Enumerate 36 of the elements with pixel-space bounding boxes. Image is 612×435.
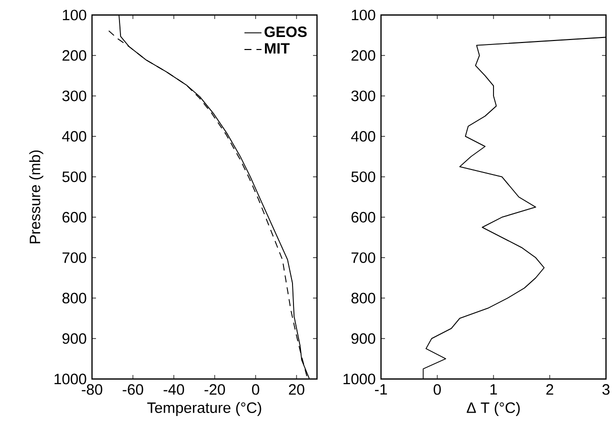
y-tick-label: 1000 [344, 374, 376, 384]
y-tick-label: 200 [62, 50, 86, 61]
y-tick-label: 500 [62, 171, 86, 182]
y-tick-label: 400 [62, 131, 86, 142]
y-tick-label: 800 [62, 292, 86, 304]
y-tick-label: 700 [352, 252, 376, 263]
y-tick-label: 600 [62, 212, 86, 223]
legend-label: MIT [264, 43, 290, 54]
x-tick-label: 2 [546, 384, 554, 395]
x-tick-label: -1 [374, 384, 387, 395]
y-tick-label: 700 [62, 252, 86, 263]
x-tick-label: 0 [252, 384, 260, 395]
y-tick-label: 1000 [54, 374, 86, 384]
y-tick-label: 900 [62, 333, 86, 344]
x-tick-label: -60 [122, 384, 144, 395]
y-tick-label: 100 [352, 10, 376, 20]
y-tick-label: 500 [351, 171, 376, 182]
y-tick-label: 200 [352, 50, 376, 61]
y-tick-label: 300 [62, 90, 86, 102]
y-tick-label: 100 [62, 10, 86, 20]
y-tick-label: 300 [351, 90, 376, 102]
x-tick-label: 0 [434, 384, 441, 395]
y-tick-label: 800 [351, 292, 376, 304]
y-tick-label: 600 [352, 212, 376, 223]
x-axis-title: Temperature (°C) [147, 402, 262, 416]
y-tick-label: 400 [351, 131, 376, 142]
x-axis-title: Δ T (°C) [466, 402, 520, 416]
legend-label: GEOS [264, 26, 307, 38]
x-tick-label: -20 [204, 384, 225, 395]
x-tick-label: 20 [288, 384, 304, 395]
y-tick-label: 900 [351, 333, 376, 344]
x-tick-label: -40 [164, 384, 184, 395]
x-tick-label: 1 [490, 384, 497, 395]
y-axis-title: Pressure (mb) [29, 150, 44, 244]
x-tick-label: -80 [82, 384, 102, 395]
x-tick-label: 3 [602, 384, 610, 395]
